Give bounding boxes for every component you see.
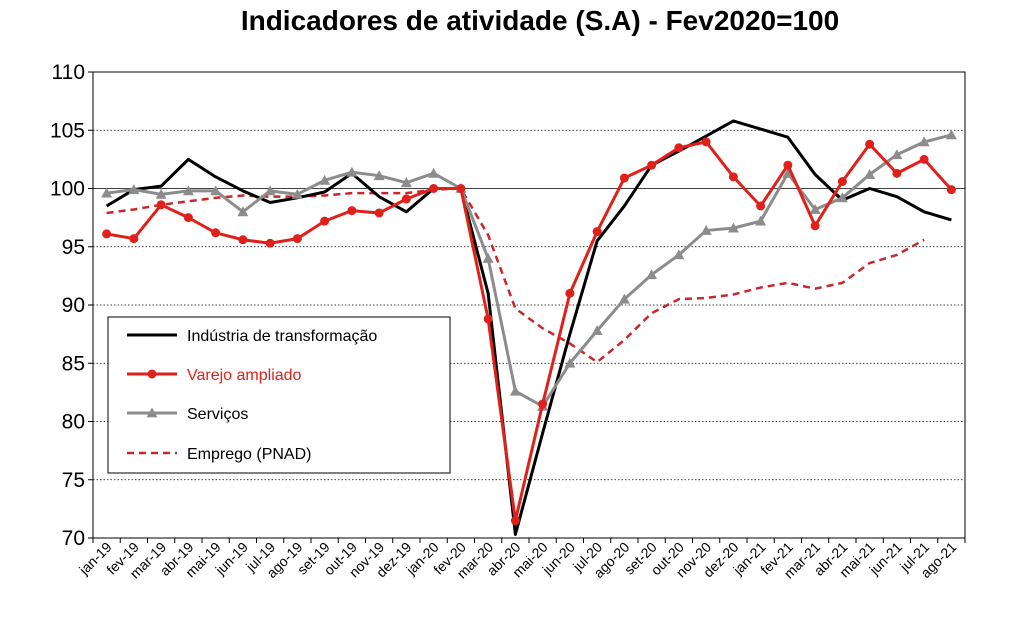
y-tick-label: 70 — [62, 527, 85, 550]
legend-label: Indústria de transformação — [187, 328, 377, 345]
legend-item: Emprego (PNAD) — [127, 446, 311, 463]
data-point — [373, 170, 385, 181]
data-point — [891, 149, 903, 160]
data-point — [429, 184, 439, 193]
data-point — [809, 203, 821, 214]
y-tick-label: 100 — [50, 178, 85, 201]
data-point — [456, 184, 466, 193]
data-point — [346, 166, 358, 177]
data-point — [509, 385, 521, 396]
legend-item: Serviços — [127, 406, 248, 423]
data-point — [211, 228, 221, 238]
data-point — [591, 325, 603, 336]
series-servicos — [101, 129, 957, 411]
data-point — [155, 188, 167, 199]
data-point — [865, 139, 875, 149]
data-point — [428, 167, 440, 178]
series-emprego-pnad — [106, 187, 925, 364]
legend-label: Varejo ampliado — [187, 367, 302, 384]
y-tick-label: 105 — [50, 119, 85, 142]
data-point — [374, 208, 384, 218]
data-point — [129, 234, 139, 244]
series-industria-de-transformacao — [105, 119, 952, 537]
data-point — [755, 215, 767, 226]
y-axis: 70 75 80 85 90 95 100 105 110 — [50, 61, 93, 550]
series-line — [105, 119, 952, 537]
series-line — [106, 133, 952, 408]
data-point — [919, 154, 929, 164]
y-tick-label: 85 — [62, 352, 85, 375]
data-point — [101, 187, 113, 198]
series-group — [101, 119, 957, 537]
data-point — [483, 314, 493, 324]
data-point — [782, 167, 794, 178]
data-point — [701, 137, 711, 147]
data-point — [237, 206, 249, 217]
x-axis: jan-19fev-19mar-19abr-19mai-19jun-19jul-… — [75, 538, 966, 581]
data-point — [700, 224, 712, 235]
data-point — [837, 177, 847, 187]
data-point — [673, 249, 685, 260]
legend-item: Varejo ampliado — [127, 367, 302, 384]
data-point — [674, 143, 684, 153]
data-point — [128, 184, 140, 195]
data-point — [619, 173, 629, 183]
data-point — [482, 252, 494, 263]
y-tick-label: 95 — [62, 236, 85, 259]
y-tick-label: 110 — [52, 61, 85, 84]
data-point — [347, 206, 357, 216]
data-point — [618, 293, 630, 304]
data-point — [892, 168, 902, 178]
data-point — [864, 169, 876, 179]
data-point — [783, 160, 793, 170]
data-point — [319, 174, 331, 185]
data-point — [264, 185, 276, 196]
data-point — [210, 185, 222, 196]
data-point — [756, 201, 766, 211]
series-varejo-ampliado — [102, 137, 956, 526]
data-point — [292, 234, 302, 244]
data-point — [945, 129, 957, 140]
y-tick-label: 90 — [62, 294, 85, 317]
chart-title: Indicadores de atividade (S.A) - Fev2020… — [241, 5, 839, 36]
legend-box — [107, 316, 451, 474]
data-point — [836, 192, 848, 203]
data-point — [238, 235, 248, 245]
legend-item: Indústria de transformação — [127, 328, 377, 345]
legend-marker — [147, 369, 157, 379]
data-point — [918, 136, 930, 147]
legend-label: Emprego (PNAD) — [187, 446, 311, 463]
data-point — [182, 185, 194, 196]
legend: Indústria de transformação Varejo ampliad… — [107, 316, 451, 474]
data-point — [401, 194, 411, 204]
data-point — [538, 399, 548, 409]
data-point — [320, 216, 330, 226]
data-point — [183, 213, 193, 223]
data-point — [156, 200, 166, 210]
data-point — [265, 238, 275, 248]
data-point — [646, 269, 658, 280]
data-point — [564, 357, 576, 368]
series-line — [106, 187, 925, 364]
legend-marker — [146, 407, 158, 418]
data-point — [946, 185, 956, 195]
data-point — [728, 172, 738, 182]
data-point — [400, 177, 412, 188]
data-point — [291, 188, 303, 199]
data-point — [565, 288, 575, 298]
data-point — [102, 229, 112, 239]
data-point — [592, 227, 602, 237]
y-tick-label: 80 — [62, 411, 85, 434]
data-point — [727, 222, 739, 233]
data-point — [510, 516, 520, 526]
data-point — [647, 160, 657, 170]
series-line — [106, 140, 953, 523]
y-tick-label: 75 — [62, 469, 85, 492]
data-point — [810, 221, 820, 231]
legend-label: Serviços — [187, 406, 248, 423]
